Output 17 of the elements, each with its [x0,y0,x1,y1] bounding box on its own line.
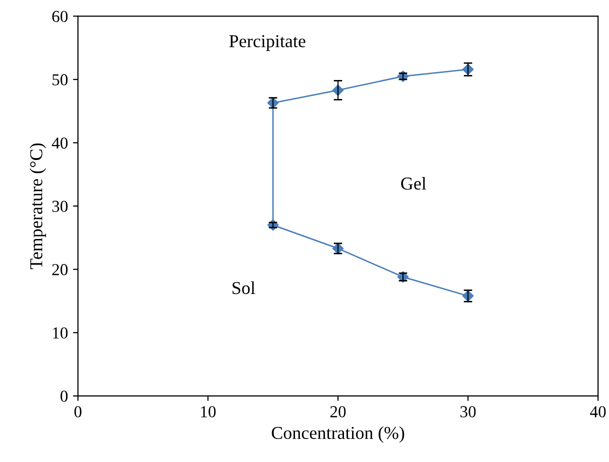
y-tick-label: 60 [52,10,68,22]
y-tick-label: 40 [52,137,68,149]
y-tick-label: 0 [60,390,68,402]
y-axis-title: Temperature (°C) [30,143,46,270]
x-tick-label: 0 [74,406,82,418]
x-tick-label: 30 [460,406,476,418]
y-tick-label: 10 [53,327,68,339]
x-tick-label: 10 [201,406,216,418]
x-tick-label: 40 [590,406,606,418]
annotation: Sol [232,281,256,294]
x-axis-title: Concentration (%) [272,426,404,443]
x-tick-label: 20 [330,406,346,418]
annotation: Gel [401,176,426,190]
y-tick-label: 50 [52,74,68,86]
y-tick-label: 20 [52,264,68,276]
y-tick-label: 30 [52,200,68,212]
annotation: Percipitate [229,35,306,51]
